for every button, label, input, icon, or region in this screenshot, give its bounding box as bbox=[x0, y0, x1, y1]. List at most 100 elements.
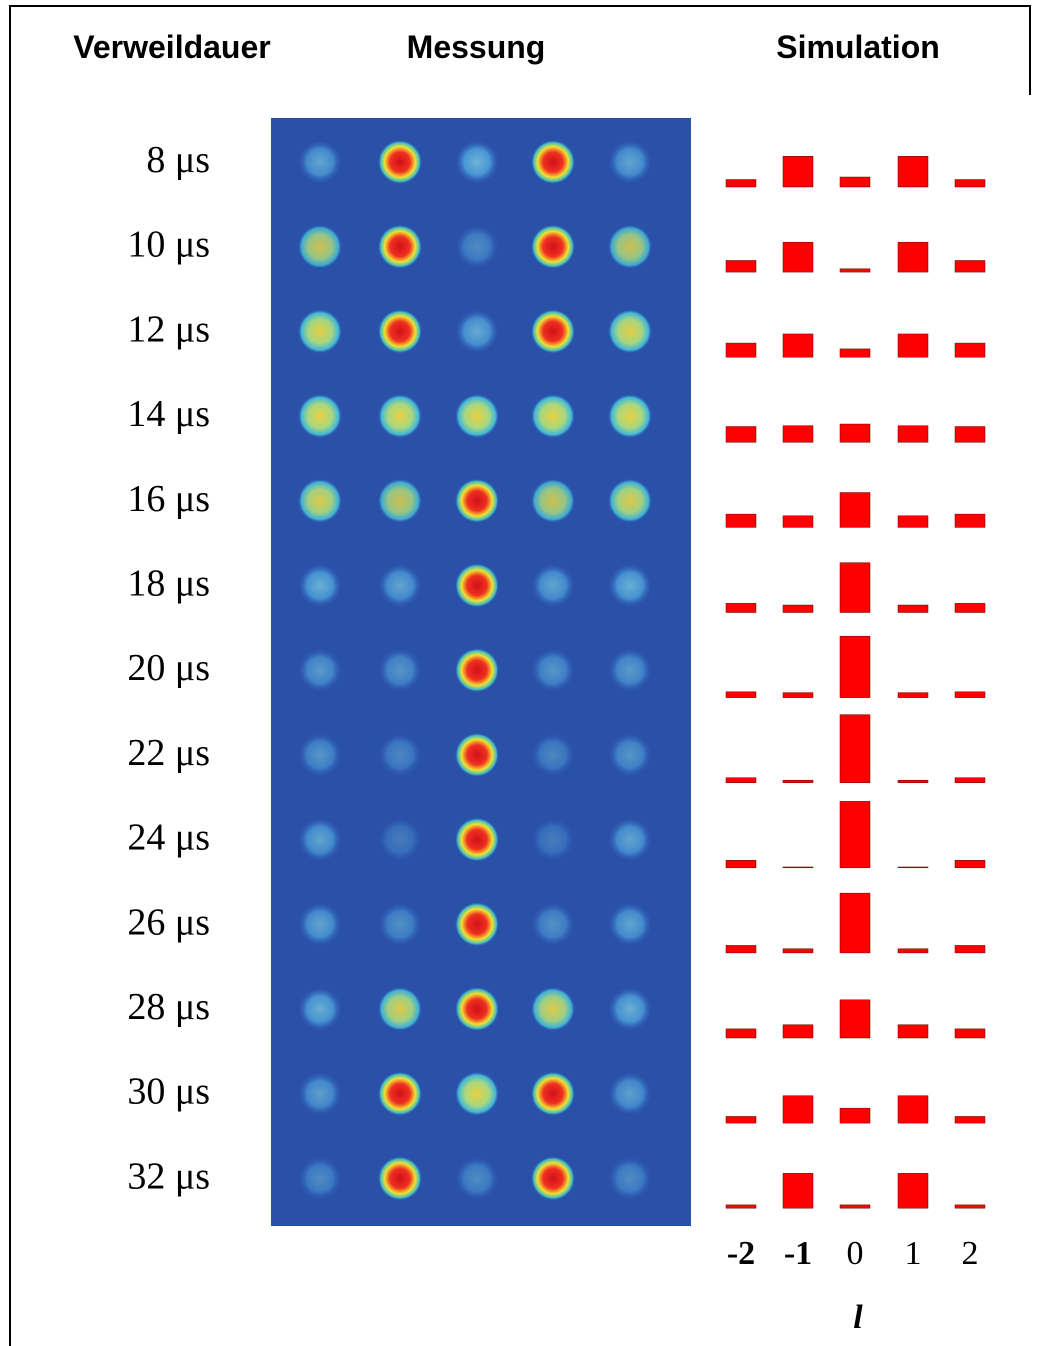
bar bbox=[726, 343, 756, 357]
atom-cloud bbox=[608, 902, 652, 946]
atom-cloud bbox=[608, 1072, 652, 1116]
bar bbox=[783, 1173, 813, 1208]
atom-cloud bbox=[455, 1156, 499, 1200]
x-tick-label: -2 bbox=[727, 1235, 755, 1272]
atom-cloud bbox=[608, 733, 652, 777]
atom-cloud bbox=[298, 225, 342, 269]
atom-cloud bbox=[531, 902, 575, 946]
time-label: 32 μs bbox=[127, 1155, 210, 1197]
atom-cloud bbox=[531, 225, 575, 269]
atom-cloud bbox=[608, 479, 652, 523]
bar bbox=[955, 1029, 985, 1038]
bar bbox=[898, 605, 928, 612]
atom-cloud bbox=[378, 818, 422, 862]
bar bbox=[898, 1096, 928, 1123]
bar bbox=[840, 563, 870, 613]
bar bbox=[898, 780, 928, 782]
atom-cloud bbox=[455, 818, 499, 862]
x-tick-label: 1 bbox=[905, 1235, 922, 1272]
atom-cloud bbox=[298, 1072, 342, 1116]
time-label: 20 μs bbox=[127, 647, 210, 689]
atom-cloud bbox=[455, 394, 499, 438]
bar bbox=[726, 603, 756, 612]
atom-cloud bbox=[378, 987, 422, 1031]
bar bbox=[726, 260, 756, 272]
bar bbox=[955, 427, 985, 443]
time-label: 30 μs bbox=[127, 1071, 210, 1113]
atom-cloud bbox=[455, 479, 499, 523]
atom-cloud bbox=[531, 564, 575, 608]
bar bbox=[955, 692, 985, 698]
bar bbox=[726, 778, 756, 783]
atom-cloud bbox=[298, 902, 342, 946]
bar bbox=[726, 860, 756, 867]
bar bbox=[726, 514, 756, 527]
bar bbox=[840, 424, 870, 442]
bar bbox=[783, 780, 813, 782]
atom-cloud bbox=[531, 1156, 575, 1200]
atom-cloud bbox=[455, 1072, 499, 1116]
time-label: 18 μs bbox=[127, 563, 210, 605]
bar bbox=[840, 493, 870, 528]
atom-cloud bbox=[608, 225, 652, 269]
atom-cloud bbox=[378, 902, 422, 946]
atom-cloud bbox=[608, 309, 652, 353]
bar bbox=[840, 715, 870, 783]
header: Simulation bbox=[776, 29, 940, 65]
atom-cloud bbox=[455, 225, 499, 269]
x-axis-label: l bbox=[853, 1299, 863, 1336]
figure: Verweildauer Messung Simulation 8 μs10 μ… bbox=[0, 0, 1044, 1346]
bar bbox=[955, 260, 985, 272]
atom-cloud bbox=[531, 987, 575, 1031]
atom-cloud bbox=[455, 648, 499, 692]
bar bbox=[726, 1116, 756, 1123]
header: Messung bbox=[407, 29, 546, 65]
atom-cloud bbox=[531, 733, 575, 777]
atom-cloud bbox=[378, 1156, 422, 1200]
atom-cloud bbox=[378, 394, 422, 438]
bar bbox=[898, 242, 928, 272]
bar bbox=[840, 801, 870, 867]
bar bbox=[726, 945, 756, 952]
atom-cloud bbox=[298, 394, 342, 438]
atom-cloud bbox=[608, 140, 652, 184]
bar bbox=[955, 180, 985, 187]
atom-cloud bbox=[298, 648, 342, 692]
atom-cloud bbox=[531, 818, 575, 862]
atom-cloud bbox=[608, 648, 652, 692]
atom-cloud bbox=[378, 140, 422, 184]
atom-cloud bbox=[378, 564, 422, 608]
x-tick-label: 2 bbox=[962, 1235, 979, 1272]
bar bbox=[955, 603, 985, 612]
bar bbox=[783, 334, 813, 357]
atom-cloud bbox=[531, 479, 575, 523]
bar bbox=[840, 177, 870, 187]
time-label: 16 μs bbox=[127, 478, 210, 520]
atom-cloud bbox=[378, 733, 422, 777]
atom-cloud bbox=[455, 902, 499, 946]
bar bbox=[898, 693, 928, 698]
atom-cloud bbox=[298, 479, 342, 523]
atom-cloud bbox=[531, 394, 575, 438]
bar bbox=[783, 516, 813, 528]
atom-cloud bbox=[608, 394, 652, 438]
bar bbox=[783, 156, 813, 187]
atom-cloud bbox=[298, 733, 342, 777]
atom-cloud bbox=[378, 479, 422, 523]
atom-cloud bbox=[455, 140, 499, 184]
bar bbox=[955, 778, 985, 783]
atom-cloud bbox=[378, 225, 422, 269]
atom-cloud bbox=[455, 987, 499, 1031]
time-label: 24 μs bbox=[127, 817, 210, 859]
bar bbox=[840, 893, 870, 953]
bar bbox=[726, 1205, 756, 1208]
atom-cloud bbox=[378, 309, 422, 353]
bar bbox=[955, 860, 985, 867]
bar bbox=[783, 1025, 813, 1038]
atom-cloud bbox=[608, 564, 652, 608]
atom-cloud bbox=[531, 1072, 575, 1116]
atom-cloud bbox=[298, 1156, 342, 1200]
bar bbox=[783, 693, 813, 698]
bar bbox=[783, 242, 813, 272]
atom-cloud bbox=[378, 1072, 422, 1116]
